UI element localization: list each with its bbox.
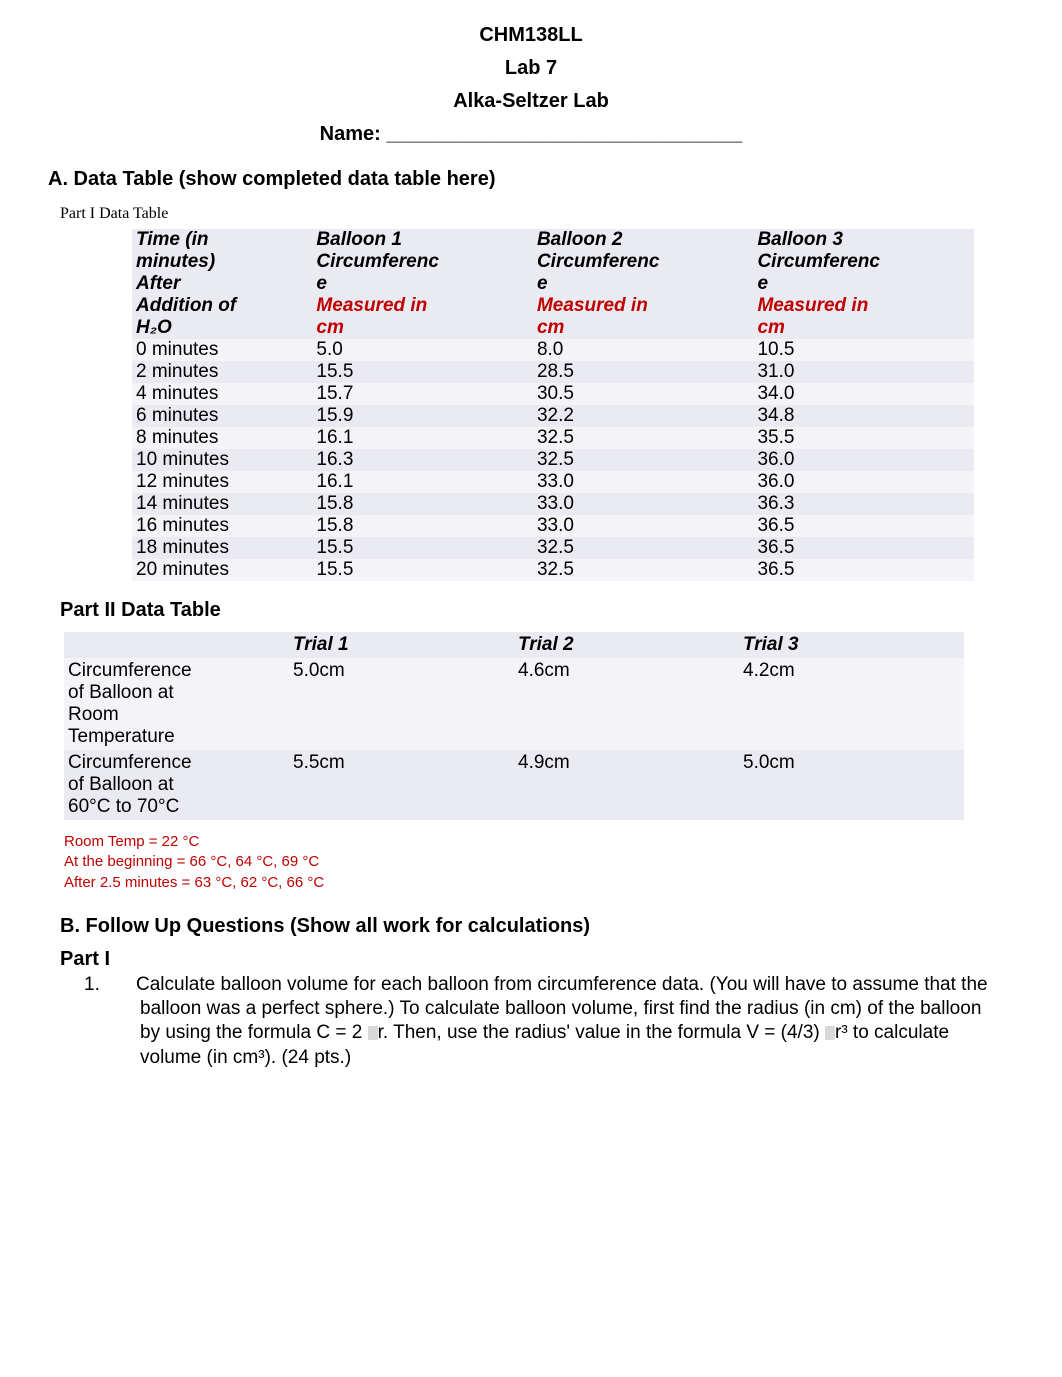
table1-cell: 36.5: [753, 537, 974, 559]
table1-header-b1: Balloon 1 Circumferenc e Measured in cm: [312, 229, 533, 339]
table1-cell: 36.5: [753, 515, 974, 537]
table2-header-t3: Trial 3: [739, 632, 964, 658]
table2-header-blank: [64, 632, 289, 658]
table1-cell: 33.0: [533, 515, 754, 537]
table2-header-t2: Trial 2: [514, 632, 739, 658]
table2-row: Circumference of Balloon at Room Tempera…: [64, 658, 964, 750]
table1-cell: 32.5: [533, 559, 754, 581]
table2-cell: 5.0cm: [289, 658, 514, 750]
temp-note-line: At the beginning = 66 °C, 64 °C, 69 °C: [64, 852, 1014, 872]
table-row: 8 minutes16.132.535.5: [132, 427, 974, 449]
course-code: CHM138LL: [48, 24, 1014, 47]
table1-cell: 18 minutes: [132, 537, 312, 559]
table1-cell: 33.0: [533, 471, 754, 493]
part1-caption: Part I Data Table: [60, 205, 1014, 223]
table1-cell: 28.5: [533, 361, 754, 383]
table2-cell: 4.6cm: [514, 658, 739, 750]
table1-cell: 36.3: [753, 493, 974, 515]
table2-rowlabel: Circumference of Balloon at Room Tempera…: [64, 658, 289, 750]
table2-rowlabel: Circumference of Balloon at 60°C to 70°C: [64, 750, 289, 820]
table1-cell: 10 minutes: [132, 449, 312, 471]
table1-cell: 35.5: [753, 427, 974, 449]
lab-title: Alka-Seltzer Lab: [48, 90, 1014, 113]
table1-cell: 8.0: [533, 339, 754, 361]
table1-cell: 32.5: [533, 427, 754, 449]
table2-cell: 5.0cm: [739, 750, 964, 820]
table1-cell: 33.0: [533, 493, 754, 515]
table-row: 12 minutes16.133.036.0: [132, 471, 974, 493]
table-row: 18 minutes15.532.536.5: [132, 537, 974, 559]
table1-cell: 34.0: [753, 383, 974, 405]
table1-cell: 32.2: [533, 405, 754, 427]
table1-cell: 32.5: [533, 537, 754, 559]
name-label: Name:: [320, 123, 381, 145]
table2-cell: 4.2cm: [739, 658, 964, 750]
table1-cell: 15.7: [312, 383, 533, 405]
table1-cell: 10.5: [753, 339, 974, 361]
table1-cell: 16 minutes: [132, 515, 312, 537]
table1-cell: 8 minutes: [132, 427, 312, 449]
table1-cell: 36.5: [753, 559, 974, 581]
table1-cell: 16.1: [312, 471, 533, 493]
table1-cell: 16.3: [312, 449, 533, 471]
table1-header-b2: Balloon 2 Circumferenc e Measured in cm: [533, 229, 754, 339]
table1-cell: 31.0: [753, 361, 974, 383]
table1-header-b3: Balloon 3 Circumferenc e Measured in cm: [753, 229, 974, 339]
table1-cell: 15.5: [312, 361, 533, 383]
table1-cell: 20 minutes: [132, 559, 312, 581]
table1-cell: 36.0: [753, 471, 974, 493]
question-1: 1.Calculate balloon volume for each ball…: [112, 973, 1014, 1070]
q1-text-b: r. Then, use the radius' value in the fo…: [378, 1022, 820, 1043]
temperature-notes: Room Temp = 22 °C At the beginning = 66 …: [64, 832, 1014, 893]
table-row: 14 minutes15.833.036.3: [132, 493, 974, 515]
part2-title: Part II Data Table: [60, 599, 1014, 622]
table2-header-t1: Trial 1: [289, 632, 514, 658]
table1-cell: 32.5: [533, 449, 754, 471]
table2-cell: 5.5cm: [289, 750, 514, 820]
temp-note-line: Room Temp = 22 °C: [64, 832, 1014, 852]
temp-note-line: After 2.5 minutes = 63 °C, 62 °C, 66 °C: [64, 873, 1014, 893]
table1-cell: 4 minutes: [132, 383, 312, 405]
table1-cell: 0 minutes: [132, 339, 312, 361]
pi-icon: [825, 1026, 835, 1040]
name-line: Name: ________________________________: [48, 123, 1014, 146]
table1-cell: 15.9: [312, 405, 533, 427]
table1-cell: 15.5: [312, 537, 533, 559]
q1-number: 1.: [112, 973, 136, 997]
table1-cell: 36.0: [753, 449, 974, 471]
section-b-heading: B. Follow Up Questions (Show all work fo…: [60, 915, 1014, 938]
table-row: 20 minutes15.532.536.5: [132, 559, 974, 581]
table1-cell: 2 minutes: [132, 361, 312, 383]
table-row: 4 minutes15.730.534.0: [132, 383, 974, 405]
table1-cell: 6 minutes: [132, 405, 312, 427]
table1-cell: 15.5: [312, 559, 533, 581]
table1-cell: 15.8: [312, 493, 533, 515]
lab-number: Lab 7: [48, 57, 1014, 80]
table1-cell: 16.1: [312, 427, 533, 449]
part-i-label: Part I: [60, 948, 1014, 971]
table2-cell: 4.9cm: [514, 750, 739, 820]
section-a-heading: A. Data Table (show completed data table…: [48, 168, 1014, 191]
table2-row: Circumference of Balloon at 60°C to 70°C…: [64, 750, 964, 820]
table1-header-time: Time (in minutes) After Addition of H₂O: [132, 229, 312, 339]
table1-cell: 5.0: [312, 339, 533, 361]
table-row: 2 minutes15.528.531.0: [132, 361, 974, 383]
table-row: 10 minutes16.332.536.0: [132, 449, 974, 471]
table1-cell: 15.8: [312, 515, 533, 537]
table1-cell: 12 minutes: [132, 471, 312, 493]
table1-cell: 30.5: [533, 383, 754, 405]
table-row: 6 minutes15.932.234.8: [132, 405, 974, 427]
table1-cell: 14 minutes: [132, 493, 312, 515]
table-row: 0 minutes5.08.010.5: [132, 339, 974, 361]
part1-data-table: Time (in minutes) After Addition of H₂O …: [132, 229, 974, 581]
pi-icon: [368, 1026, 378, 1040]
part2-data-table: Trial 1 Trial 2 Trial 3 Circumference of…: [64, 632, 964, 820]
table1-cell: 34.8: [753, 405, 974, 427]
name-blank: ________________________________: [381, 123, 743, 145]
table-row: 16 minutes15.833.036.5: [132, 515, 974, 537]
